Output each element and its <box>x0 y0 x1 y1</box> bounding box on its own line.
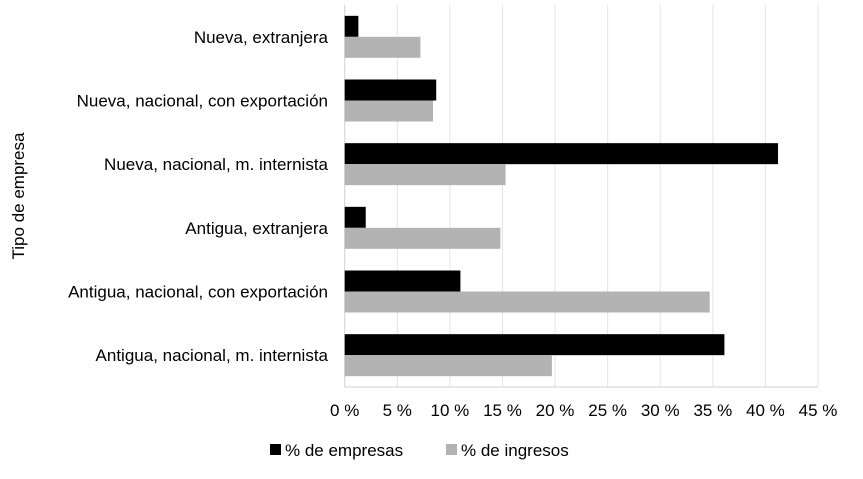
bar-empresas <box>344 270 461 292</box>
x-tick-label: 0 % <box>330 401 359 420</box>
x-tick-label: 25 % <box>588 401 627 420</box>
bar-ingresos <box>344 355 552 377</box>
bar-empresas <box>344 206 366 228</box>
x-tick-label: 10 % <box>431 401 470 420</box>
category-label: Antigua, extranjera <box>185 219 328 238</box>
legend-label: % de ingresos <box>461 441 569 460</box>
y-axis-title: Tipo de empresa <box>9 132 28 259</box>
x-tick-label: 30 % <box>641 401 680 420</box>
bar-ingresos <box>344 100 434 122</box>
x-tick-label: 35 % <box>693 401 732 420</box>
x-tick-label: 5 % <box>383 401 412 420</box>
legend-label: % de empresas <box>285 441 403 460</box>
x-tick-label: 45 % <box>799 401 838 420</box>
category-label: Nueva, nacional, m. internista <box>104 155 328 174</box>
category-label: Antigua, nacional, m. internista <box>96 346 329 365</box>
bar-ingresos <box>344 164 506 186</box>
category-label: Nueva, nacional, con exportación <box>77 92 328 111</box>
x-tick-label: 40 % <box>746 401 785 420</box>
bar-empresas <box>344 143 779 165</box>
bar-ingresos <box>344 36 421 58</box>
legend-swatch <box>446 444 457 455</box>
bar-empresas <box>344 79 437 101</box>
category-label: Nueva, extranjera <box>194 28 329 47</box>
bar-ingresos <box>344 227 501 249</box>
category-label: Antigua, nacional, con exportación <box>68 283 328 302</box>
x-tick-label: 20 % <box>536 401 575 420</box>
bar-ingresos <box>344 291 710 313</box>
legend-swatch <box>270 444 281 455</box>
x-tick-label: 15 % <box>483 401 522 420</box>
bar-empresas <box>344 15 359 37</box>
bar-empresas <box>344 334 725 356</box>
